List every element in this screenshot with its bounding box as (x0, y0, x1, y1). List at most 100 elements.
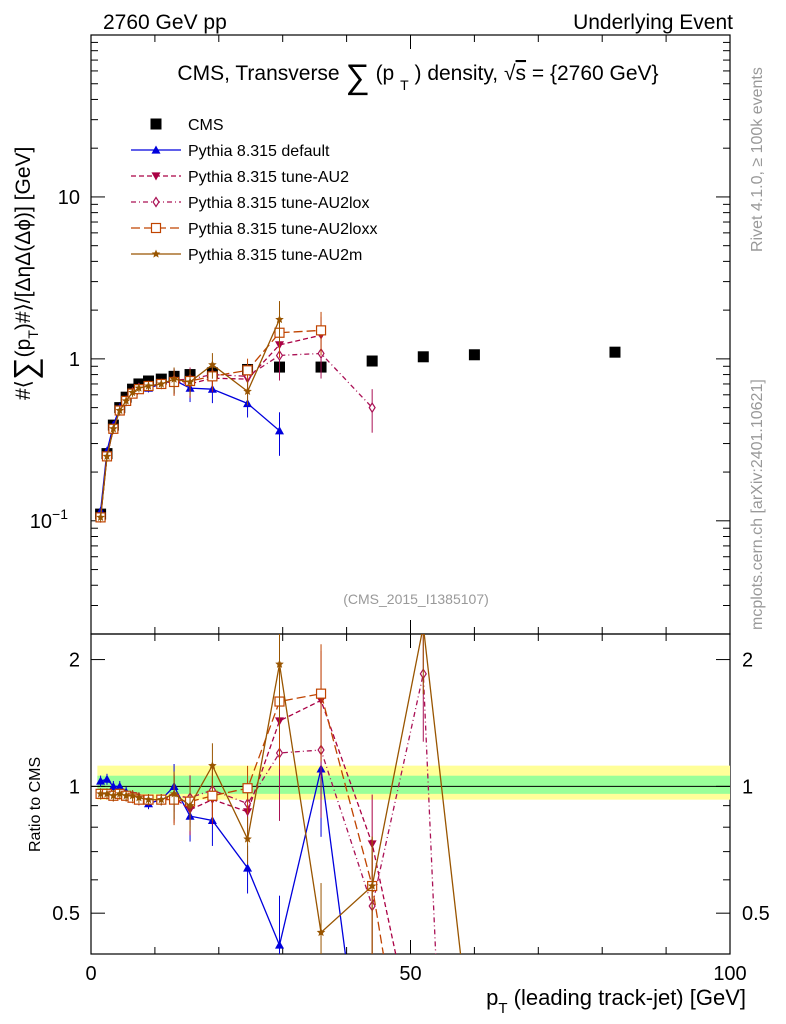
x-tick-label: 50 (399, 963, 421, 985)
ratio-series-au2m (96, 622, 462, 954)
ratio-y-tick-label-right: 1 (742, 776, 753, 798)
series-line-au2loxx (99, 329, 322, 518)
header-left: 2760 GeV pp (103, 11, 227, 34)
ratio-point-au2m (367, 881, 377, 890)
data-point-default (275, 426, 285, 435)
ratio-point-default (108, 781, 118, 790)
ratio-point-default (243, 863, 253, 872)
ratio-point-au2loxx (207, 790, 218, 801)
chart-title: CMS, Transverse ∑ (p T ) density, √s = {… (177, 58, 658, 96)
mcplots-label: mcplots.cern.ch [arXiv:2401.10621] (749, 379, 766, 630)
ratio-data (95, 622, 462, 954)
ratio-point-au2m (134, 793, 144, 802)
legend-label-default: Pythia 8.315 default (188, 143, 330, 160)
legend: CMS Pythia 8.315 default Pythia 8.315 tune… (131, 117, 377, 264)
series-au2lox (96, 335, 376, 523)
legend-entry-au2: Pythia 8.315 tune-AU2 (131, 169, 349, 186)
ratio-y-tick-label: 0.5 (52, 903, 80, 925)
legend-marker-default (151, 145, 161, 154)
analysis-reference: (CMS_2015_I1385107) (343, 591, 489, 607)
data-point-au2m (134, 383, 144, 392)
ratio-point-default (115, 781, 125, 790)
ratio-point-au2loxx (242, 783, 253, 794)
data-point-cms (609, 346, 621, 358)
ratio-point-default (102, 774, 112, 783)
data-point-au2loxx (315, 325, 327, 336)
rivet-label: Rivet 4.1.0, ≥ 100k events (749, 67, 766, 252)
main-y-tick-label: 1 (69, 349, 80, 371)
legend-entry-au2loxx: Pythia 8.315 tune-AU2loxx (131, 221, 377, 238)
ratio-y-tick-label-right: 0.5 (742, 903, 770, 925)
legend-entry-au2lox: Pythia 8.315 tune-AU2lox (131, 195, 369, 212)
ratio-point-au2m (157, 795, 166, 804)
x-axis-label: pT (leading track-jet) [GeV] (486, 985, 746, 1017)
data-point-au2m (121, 396, 131, 405)
legend-entry-cms: CMS (150, 117, 224, 134)
ratio-y-axis-label: Ratio to CMS (27, 757, 44, 852)
legend-marker-cms (150, 118, 162, 130)
data-point-au2m (144, 381, 153, 390)
ratio-point-au2m (419, 622, 428, 630)
main-y-tick-label: 10−1 (30, 506, 68, 533)
data-point-cms (417, 351, 429, 363)
ratio-point-au2m (121, 791, 131, 800)
ratio-y-tick-label: 2 (69, 650, 80, 672)
legend-label-au2m: Pythia 8.315 tune-AU2m (188, 247, 362, 264)
ratio-line-default (100, 768, 347, 954)
series-au2m (96, 301, 284, 522)
ratio-line-au2lox (100, 673, 437, 954)
svg-text:CMS, Transverse ∑: CMS, Transverse ∑ (p T ) density, √s = {… (177, 58, 658, 96)
x-tick-label: 100 (713, 963, 746, 985)
title-sqrt: s (516, 62, 527, 85)
main-data (95, 301, 621, 523)
ratio-point-au2m (144, 795, 153, 804)
ratio-point-au2m (115, 789, 125, 798)
ratio-point-au2m (169, 789, 179, 798)
ratio-uncertainty-bands (91, 765, 730, 800)
header-right: Underlying Event (573, 11, 733, 34)
ratio-point-default (275, 940, 285, 949)
ratio-point-au2m (109, 791, 118, 800)
data-point-au2lox (368, 402, 376, 414)
data-point-au2m (109, 424, 118, 433)
ratio-point-au2m (275, 659, 284, 668)
series-au2 (96, 316, 326, 522)
ratio-point-au2m (185, 801, 195, 810)
legend-label-cms: CMS (188, 117, 224, 134)
title-sum-glyph: ∑ (345, 58, 369, 96)
data-point-au2m (208, 360, 217, 369)
data-point-au2m (157, 379, 166, 388)
data-point-au2m (185, 377, 195, 386)
ratio-y-tick-label-right: 2 (742, 650, 753, 672)
data-point-au2m (96, 512, 105, 522)
main-y-tick-exponent: −1 (52, 506, 68, 522)
data-point-au2loxx (242, 365, 253, 376)
x-tick-label: 0 (85, 963, 96, 985)
data-point-au2m (128, 387, 137, 397)
legend-entry-au2m: Pythia 8.315 tune-AU2m (131, 247, 362, 264)
ratio-point-au2loxx (315, 688, 327, 699)
main-plot-frame (90, 34, 731, 635)
title-energy: = {2760 GeV} (532, 62, 659, 85)
series-line-au2 (99, 334, 322, 518)
data-point-au2m (102, 451, 112, 461)
ratio-point-au2m (208, 761, 217, 770)
series-line-au2m (99, 319, 281, 518)
svg-text:pT (leading track-jet) [GeV]: pT (leading track-jet) [GeV] (486, 985, 746, 1017)
title-suffix: ) density, (415, 62, 499, 85)
legend-label-au2loxx: Pythia 8.315 tune-AU2loxx (188, 221, 377, 238)
ratio-series-au2loxx (95, 644, 385, 954)
main-y-axis-label: #⟨∑(pT)#⟩/[ΔηΔ(Δϕ)] [GeV] (7, 147, 43, 400)
title-sub: T (400, 77, 409, 93)
data-point-au2m (275, 315, 284, 324)
ratio-point-au2m (243, 834, 252, 843)
data-point-au2m (169, 374, 179, 383)
ratio-series-default (96, 719, 347, 954)
data-point-au2m (243, 386, 252, 396)
data-point-cms (366, 355, 378, 367)
svg-text:#⟨∑(pT)#⟩/[ΔηΔ(Δϕ)] [GeV]: #⟨∑(pT)#⟩/[ΔηΔ(Δϕ)] [GeV] (7, 147, 43, 400)
title-sqrt-glyph: √ (504, 62, 516, 85)
series-au2loxx (95, 311, 327, 523)
title-prefix: CMS, Transverse (177, 62, 339, 85)
